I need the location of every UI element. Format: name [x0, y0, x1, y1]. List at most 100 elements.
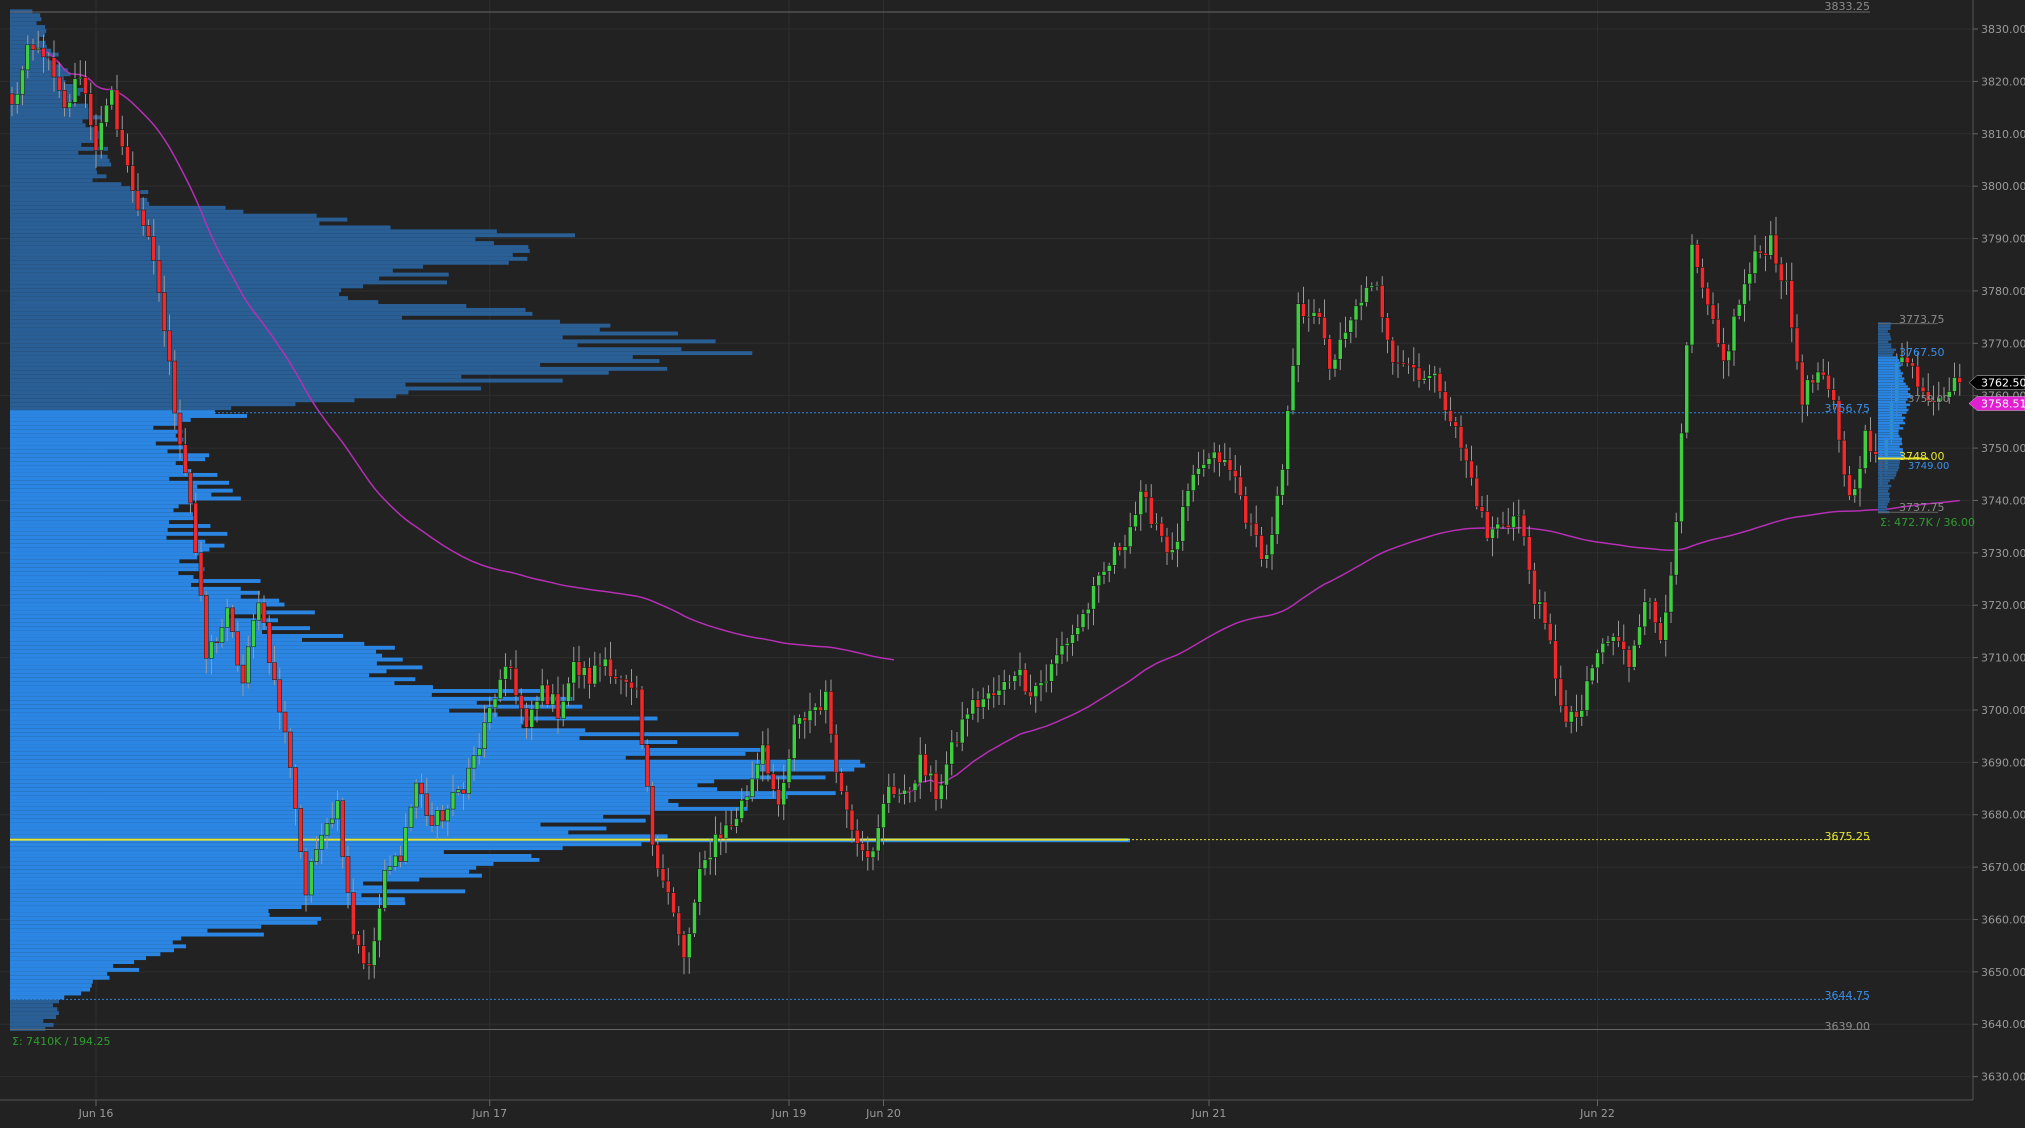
candle [1532, 562, 1537, 619]
session-high-label: 3773.75 [1899, 313, 1945, 326]
candle [1768, 220, 1773, 260]
profile-bar [10, 500, 193, 505]
candle-up [813, 706, 818, 711]
candle [1800, 354, 1805, 423]
candle [1364, 276, 1369, 307]
candle-down [398, 855, 403, 862]
profile-bar [10, 213, 317, 218]
profile-bar [10, 641, 365, 646]
candle-up [603, 658, 608, 667]
candle-down [1920, 386, 1926, 392]
profile-bar [10, 747, 767, 752]
candle [435, 806, 440, 840]
session-profile-bar [1878, 332, 1890, 336]
candle [1327, 334, 1332, 380]
candle [1395, 345, 1401, 378]
profile-bar [10, 25, 46, 30]
candle [1149, 484, 1154, 529]
candle [1443, 381, 1448, 421]
profile-bar [10, 685, 433, 690]
session-profile-bar [1878, 503, 1888, 506]
profile-bar [10, 822, 541, 827]
candle-up [1359, 302, 1364, 307]
y-tick-label: 3720.00 [1981, 599, 2025, 612]
session-profile-bar [1878, 487, 1890, 490]
profile-bar [10, 787, 718, 792]
candle-down [440, 810, 445, 822]
profile-bar [10, 547, 210, 552]
candle [629, 669, 634, 706]
candle [1086, 602, 1091, 630]
candle-down [1842, 439, 1847, 476]
candle [1742, 269, 1747, 322]
profile-bar [10, 414, 248, 418]
profile-bar [10, 292, 340, 297]
candle [1374, 281, 1380, 291]
profile-bar [10, 417, 191, 422]
session-profile-bar [1878, 390, 1908, 393]
candle-up [1038, 682, 1044, 686]
session-profile-bar [1878, 453, 1904, 456]
profile-bar [10, 72, 71, 77]
profile-bar [10, 1015, 57, 1019]
candle [1852, 479, 1857, 503]
candle [282, 701, 288, 744]
profile-bar [10, 29, 47, 33]
candle-down [1532, 569, 1537, 605]
price-tag-label: 3762.50 [1981, 377, 2025, 390]
candle [99, 106, 104, 159]
candle [844, 785, 849, 828]
candle-down [361, 945, 366, 965]
candle-down [1553, 640, 1558, 680]
candle-down [1626, 649, 1632, 668]
session-profile-bar [1878, 387, 1911, 391]
candle [1012, 671, 1017, 690]
profile-bar [10, 362, 541, 367]
candle-down [839, 772, 844, 792]
candle [398, 845, 403, 868]
candle-up [1338, 339, 1343, 360]
candle [1784, 262, 1789, 295]
candle-down [193, 502, 198, 553]
profile-bar [10, 107, 90, 112]
candle [1448, 397, 1453, 427]
candle-up [36, 47, 41, 50]
candle [1763, 235, 1768, 272]
candle-up [335, 800, 340, 820]
candle-up [912, 782, 918, 791]
candle [450, 775, 456, 816]
candle-up [1264, 554, 1269, 560]
profile-bar [10, 21, 37, 26]
profile-bar [10, 13, 41, 18]
profile-bar [10, 441, 156, 446]
candle [1359, 284, 1364, 321]
candle [114, 74, 120, 137]
profile-bar [10, 131, 104, 136]
candle [960, 701, 965, 752]
candle-down [1301, 303, 1306, 317]
candle-down [1773, 234, 1779, 265]
candle-down [1910, 362, 1915, 367]
candle-up [450, 791, 456, 810]
candle-up [1280, 469, 1285, 496]
candle [1306, 299, 1311, 332]
candle-up [986, 692, 991, 700]
candle [204, 590, 209, 674]
candle-down [156, 260, 162, 293]
session-profile-bar [1878, 484, 1892, 488]
profile-bar [10, 421, 181, 426]
candle-down [51, 57, 57, 78]
candle [666, 867, 671, 905]
candle-down [650, 785, 655, 846]
candle-up [1768, 234, 1773, 256]
candle [755, 752, 760, 792]
profile-bar [10, 476, 170, 481]
candle-down [461, 789, 466, 794]
candle [1290, 348, 1296, 415]
candle [83, 60, 88, 108]
candle [897, 788, 902, 803]
candle [823, 680, 828, 724]
profile-bar [10, 857, 540, 862]
